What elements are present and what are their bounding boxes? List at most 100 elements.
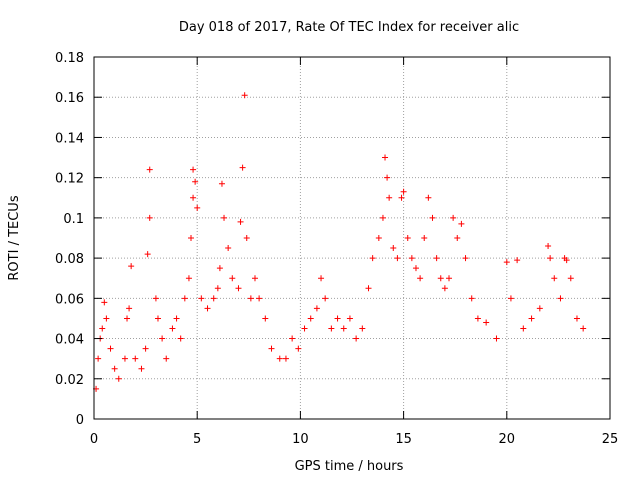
data-point xyxy=(218,180,225,187)
data-point xyxy=(322,295,329,302)
data-point xyxy=(121,355,128,362)
data-point xyxy=(276,355,283,362)
y-tick-label: 0.04 xyxy=(55,333,84,348)
data-point xyxy=(536,305,543,312)
y-tick-label: 0.06 xyxy=(55,292,84,307)
data-point xyxy=(458,220,465,227)
data-point xyxy=(229,275,236,282)
data-point xyxy=(421,235,428,241)
data-point xyxy=(417,275,424,282)
data-point xyxy=(173,315,180,322)
data-point xyxy=(369,255,376,262)
data-point xyxy=(379,214,386,221)
data-point xyxy=(190,194,197,201)
data-point xyxy=(128,263,135,270)
data-point xyxy=(365,285,372,292)
data-point xyxy=(103,315,110,322)
data-point xyxy=(111,365,118,372)
y-tick-label: 0.1 xyxy=(63,212,84,227)
data-point xyxy=(289,335,296,342)
data-point xyxy=(474,315,481,322)
data-point xyxy=(132,355,139,362)
y-tick-label: 0.08 xyxy=(55,252,84,267)
data-point xyxy=(573,315,580,322)
data-point xyxy=(433,255,440,262)
y-tick-label: 0.02 xyxy=(55,373,84,388)
data-point xyxy=(398,194,405,201)
y-tick-label: 0.16 xyxy=(55,91,84,106)
data-point xyxy=(210,295,217,302)
data-point xyxy=(382,154,389,161)
data-point xyxy=(437,275,444,282)
data-point xyxy=(126,305,133,312)
data-point xyxy=(237,218,244,225)
data-point xyxy=(425,194,432,201)
data-point xyxy=(334,315,341,322)
data-point xyxy=(507,295,514,302)
data-points xyxy=(93,92,587,392)
data-point xyxy=(390,245,397,252)
data-point xyxy=(282,355,289,362)
x-tick-labels: 0 5 10 15 20 25 xyxy=(90,432,618,447)
data-point xyxy=(580,325,587,332)
data-point xyxy=(301,325,308,332)
data-point xyxy=(528,315,535,322)
data-point xyxy=(375,235,382,241)
data-point xyxy=(144,251,151,258)
data-point xyxy=(547,255,554,262)
x-tick-label: 25 xyxy=(602,432,619,447)
x-tick-label: 10 xyxy=(292,432,309,447)
data-point xyxy=(159,335,166,342)
y-tick-label: 0.18 xyxy=(55,51,84,66)
y-tick-labels: 0 0.02 0.04 0.06 0.08 0.1 0.12 0.14 0.16 0.18 xyxy=(55,51,84,428)
data-point xyxy=(557,295,564,302)
data-point xyxy=(192,178,199,185)
data-point xyxy=(190,166,197,173)
data-point xyxy=(412,265,419,272)
data-point xyxy=(251,275,258,282)
data-point xyxy=(462,255,469,262)
data-point xyxy=(359,325,366,332)
data-point xyxy=(408,255,415,262)
data-point xyxy=(268,345,275,352)
data-point xyxy=(307,315,314,322)
data-point xyxy=(386,194,393,201)
data-point xyxy=(454,235,461,241)
data-point xyxy=(545,243,552,250)
plot-frame xyxy=(93,56,611,420)
data-point xyxy=(204,305,211,312)
data-point xyxy=(400,188,407,195)
data-point xyxy=(225,245,232,252)
x-tick-label: 15 xyxy=(395,432,412,447)
chart-title: Day 018 of 2017, Rate Of TEC Index for r… xyxy=(179,20,519,35)
data-point xyxy=(188,235,195,241)
data-point xyxy=(181,295,188,302)
data-point xyxy=(346,315,353,322)
data-point xyxy=(152,295,159,302)
y-axis-label: ROTI / TECUs xyxy=(7,195,22,280)
data-point xyxy=(563,257,570,264)
data-point xyxy=(177,335,184,342)
data-point xyxy=(154,315,161,322)
x-tick-label: 20 xyxy=(499,432,516,447)
data-point xyxy=(256,295,263,302)
data-point xyxy=(551,275,558,282)
data-point xyxy=(340,325,347,332)
data-point xyxy=(318,275,325,282)
data-point xyxy=(221,214,228,221)
data-point xyxy=(163,355,170,362)
data-point xyxy=(142,345,149,352)
axis-ticks xyxy=(93,56,611,420)
x-axis-label: GPS time / hours xyxy=(295,459,404,474)
data-point xyxy=(95,355,102,362)
data-point xyxy=(429,214,436,221)
data-point xyxy=(262,315,269,322)
data-point xyxy=(198,295,205,302)
data-point xyxy=(520,325,527,332)
grid-lines xyxy=(94,57,610,419)
data-point xyxy=(567,275,574,282)
data-point xyxy=(384,174,391,181)
data-point xyxy=(441,285,448,292)
data-point xyxy=(243,235,250,241)
